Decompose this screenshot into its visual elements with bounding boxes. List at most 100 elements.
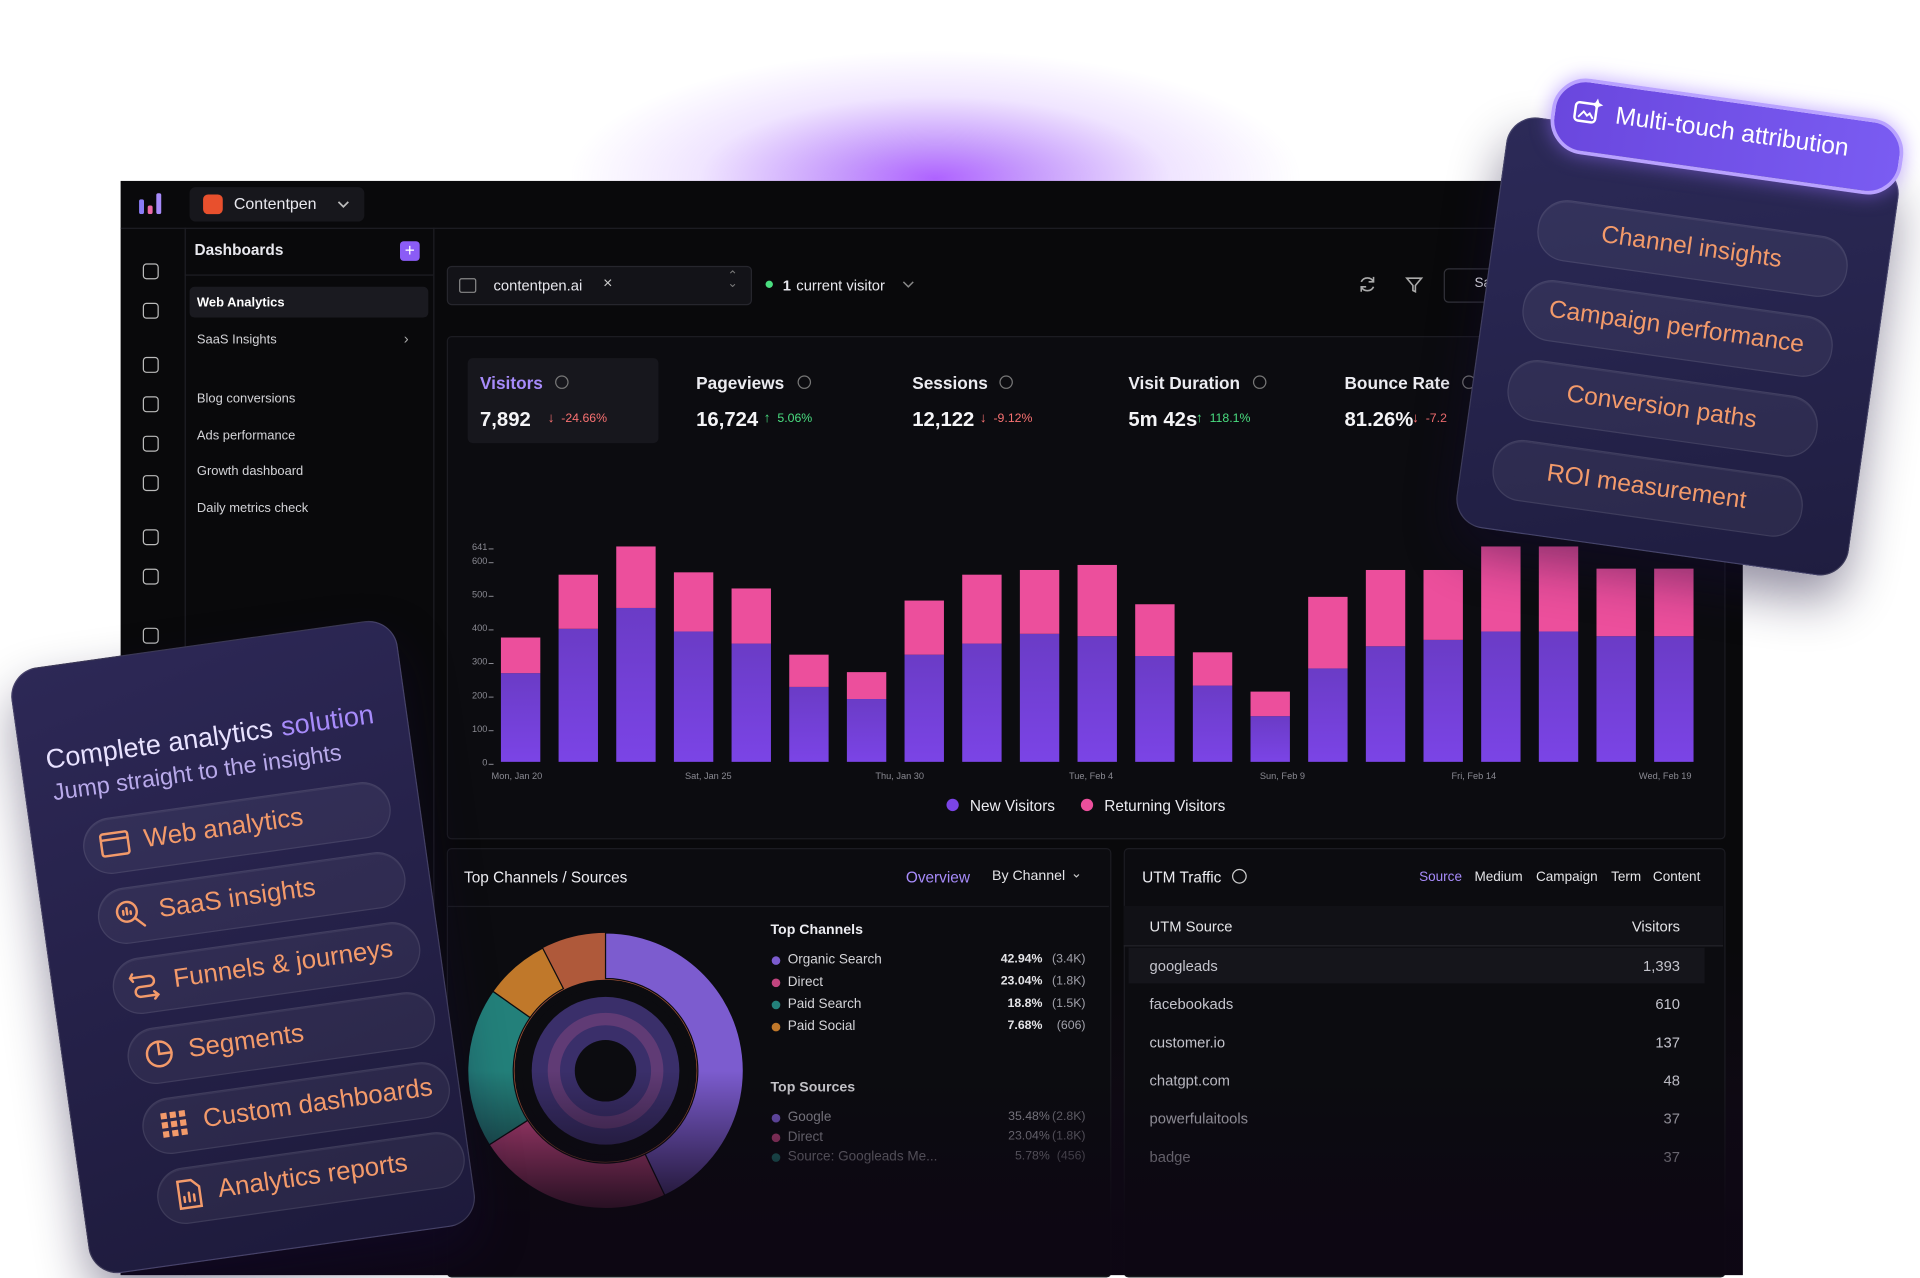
- y-tick-label: 500: [472, 590, 487, 600]
- list-title: Top Channels: [770, 923, 863, 938]
- bar-segment: [962, 574, 1002, 644]
- metric-change: 118.1%: [1209, 412, 1251, 426]
- sidebar-item[interactable]: Growth dashboard: [196, 463, 304, 479]
- info-icon: [797, 375, 811, 389]
- utm-header-bg: [1123, 905, 1724, 947]
- metric-value: 7,892: [479, 408, 531, 431]
- metric-value: 81.26%: [1344, 408, 1414, 431]
- y-tick-label: 400: [472, 623, 487, 633]
- metric-label[interactable]: Pageviews: [696, 372, 785, 393]
- bar-segment: [1538, 631, 1579, 762]
- metric-change: -9.12%: [993, 412, 1033, 426]
- info-icon: [1231, 868, 1247, 884]
- sidebar-item[interactable]: Daily metrics check: [196, 500, 309, 516]
- sidebar-item[interactable]: SaaS Insights: [196, 332, 277, 348]
- workspace-name[interactable]: Contentpen: [233, 194, 317, 213]
- trend-arrow: ↓: [979, 411, 987, 426]
- feature-icon: [140, 1034, 179, 1073]
- bar-segment: [1019, 633, 1060, 762]
- utm-visitors: 137: [1655, 1033, 1680, 1052]
- rail-icon: [142, 263, 159, 280]
- metric-label[interactable]: Sessions: [912, 372, 988, 393]
- tab[interactable]: Medium: [1474, 870, 1523, 885]
- legend-swatch: [946, 798, 959, 812]
- channel-name: Paid Search: [787, 996, 862, 1012]
- metric-change: 5.06%: [777, 412, 813, 426]
- swatch: [771, 978, 781, 988]
- bar-segment: [904, 600, 944, 655]
- sidebar-item[interactable]: Blog conversions: [196, 391, 296, 407]
- info-icon: [1252, 375, 1267, 389]
- rail-icon: [142, 302, 159, 319]
- bar-segment: [616, 607, 656, 762]
- bar-segment: [1481, 546, 1521, 632]
- card-title-accent: solution: [278, 698, 376, 742]
- rail-icon: [142, 435, 159, 452]
- channel-count: (606): [1056, 1019, 1086, 1033]
- icon: [160, 1110, 188, 1138]
- y-tick-label: 0: [482, 758, 487, 768]
- clear-site[interactable]: ×: [603, 273, 613, 292]
- bar-segment: [962, 643, 1002, 762]
- utm-visitors: 1,393: [1643, 957, 1680, 975]
- site-icon: [459, 278, 477, 293]
- legend-swatch: [1080, 798, 1094, 812]
- utm-row-highlight: [1128, 947, 1705, 984]
- trend-arrow: ↓: [547, 411, 555, 426]
- swatch: [771, 1022, 781, 1032]
- site-select[interactable]: [446, 265, 752, 306]
- utm-visitors: 610: [1655, 995, 1680, 1013]
- chevron: [902, 281, 914, 288]
- bar-segment: [558, 574, 598, 629]
- sidebar-item[interactable]: Ads performance: [196, 428, 296, 444]
- refresh-icon[interactable]: [1358, 274, 1378, 294]
- bar-segment: [789, 686, 829, 762]
- tab[interactable]: Overview: [905, 868, 970, 887]
- icon: [128, 973, 161, 1000]
- metric-label[interactable]: Bounce Rate: [1344, 372, 1450, 393]
- feature-icon: [155, 1104, 194, 1143]
- tab[interactable]: By Channel: [991, 868, 1066, 884]
- bar-segment: [673, 631, 714, 762]
- panel-title: UTM Traffic: [1142, 868, 1222, 887]
- bar-segment: [500, 637, 541, 674]
- bar-segment: [731, 643, 771, 762]
- bar-segment: [673, 572, 714, 632]
- rail-icon: [142, 529, 159, 546]
- bar-segment: [1308, 668, 1348, 762]
- panel-title: Top Channels / Sources: [463, 868, 628, 887]
- sidebar-divider: [433, 227, 435, 1276]
- chevron: ⌄: [1070, 866, 1083, 882]
- channel-share: 42.94%: [1000, 952, 1043, 967]
- sidebar-rule: [184, 274, 434, 276]
- tab[interactable]: Content: [1652, 870, 1701, 885]
- feature-icon: [110, 894, 149, 933]
- feature-icon: [125, 964, 164, 1003]
- bar-segment: [1596, 636, 1636, 762]
- x-tick-label: Thu, Jan 30: [875, 771, 924, 781]
- trend-arrow: ↑: [1196, 411, 1203, 426]
- tab[interactable]: Campaign: [1535, 870, 1598, 885]
- filter-icon[interactable]: [1404, 274, 1424, 294]
- site-name: contentpen.ai: [493, 276, 583, 295]
- sidebar-item[interactable]: Web Analytics: [196, 295, 285, 311]
- metric-label[interactable]: Visitors: [479, 372, 543, 393]
- y-tick-label: 300: [472, 657, 487, 667]
- selected-item-bg: [189, 286, 429, 318]
- trend-arrow: ↓: [1412, 411, 1419, 426]
- metric-label[interactable]: Visit Duration: [1128, 372, 1241, 393]
- add-dashboard[interactable]: +: [399, 241, 420, 261]
- bar-segment: [500, 673, 541, 762]
- icon: [145, 1040, 173, 1068]
- icon: [175, 1178, 204, 1211]
- tab[interactable]: Source: [1419, 870, 1462, 885]
- rail-icon: [142, 356, 159, 373]
- info-icon: [555, 375, 569, 389]
- tab[interactable]: Term: [1611, 870, 1642, 885]
- bar-segment: [1135, 604, 1175, 657]
- bar-segment: [731, 588, 771, 644]
- bar-segment: [616, 546, 656, 608]
- metric-change: -24.66%: [561, 412, 608, 426]
- bar-segment: [1538, 546, 1579, 632]
- channel-count: (3.4K): [1052, 952, 1086, 967]
